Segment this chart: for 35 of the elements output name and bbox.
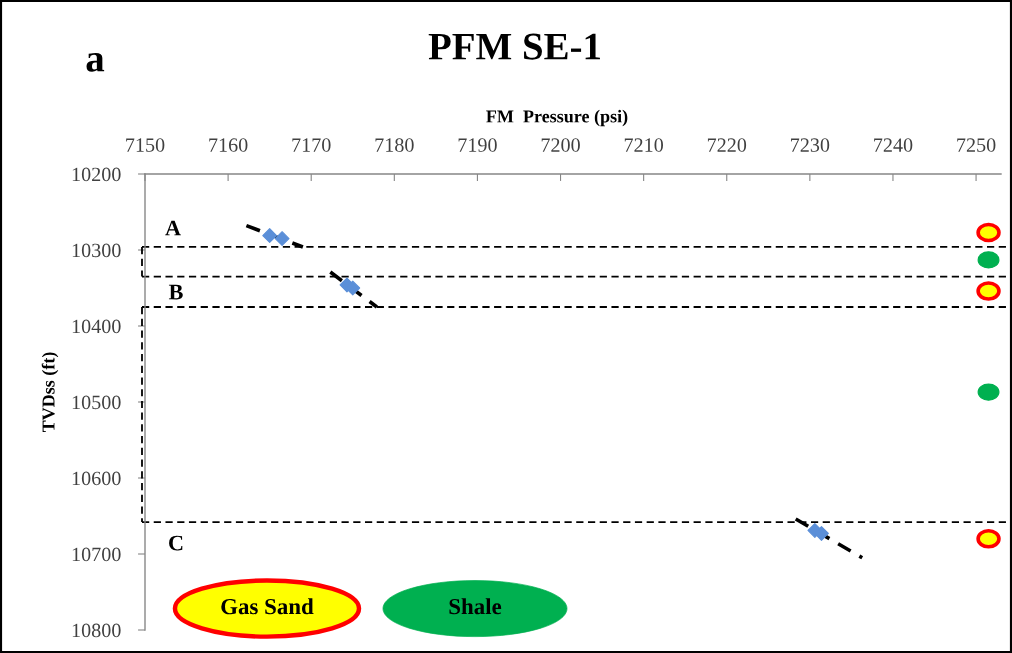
point (814, 526, 829, 541)
point (976, 222, 1001, 243)
y-axis-title: TVDss (ft) (41, 352, 59, 433)
x-tick-label: 7190 (458, 138, 497, 152)
y-tick-label: 10700 (72, 547, 121, 562)
y-tick-label: 10500 (72, 395, 121, 410)
x-tick-label: 7250 (957, 138, 996, 152)
point (976, 281, 1001, 301)
x-tick-label: 7210 (624, 138, 664, 152)
text: Gas Sand (221, 598, 314, 615)
y-tick-label: 10300 (72, 243, 121, 258)
x-tick-label: 7160 (209, 138, 248, 152)
y-tick-label: 10400 (72, 319, 121, 334)
chart-title: PFM SE-1 (428, 33, 600, 60)
annotation: C (169, 535, 183, 551)
x-tick-label: 7170 (292, 138, 331, 152)
y-tick-label: 10800 (72, 623, 121, 638)
x-axis-title: FM Pressure (psi) (486, 109, 628, 127)
point (262, 228, 278, 243)
y-tick-label: 10600 (72, 471, 121, 486)
x-tick-label: 7200 (541, 138, 580, 152)
x-tick-label: 7230 (791, 138, 830, 152)
y-tick-label: 10200 (72, 167, 121, 182)
annotation: A (165, 220, 181, 236)
point (977, 383, 1000, 401)
text: a (86, 53, 105, 72)
x-tick-label: 7240 (874, 138, 913, 152)
x-tick-label: 7220 (707, 138, 747, 152)
x-tick-label: 7150 (126, 138, 165, 152)
text: Shale (449, 598, 502, 615)
point (977, 251, 1000, 269)
point (274, 231, 290, 247)
x-tick-label: 7180 (375, 138, 414, 152)
annotation: B (168, 284, 183, 300)
point (976, 528, 1001, 549)
